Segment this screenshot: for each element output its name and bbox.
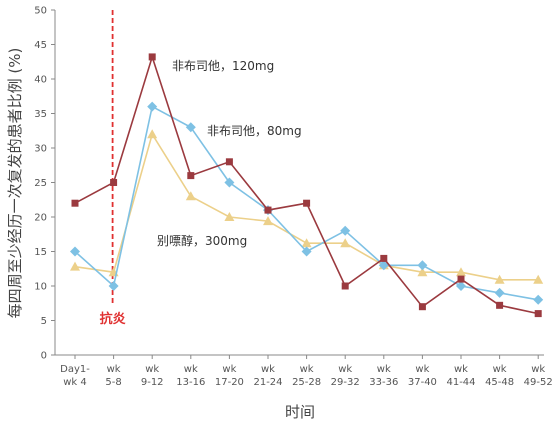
data-point [456, 267, 466, 277]
data-point [418, 303, 426, 311]
data-point [534, 310, 542, 318]
data-point [70, 246, 80, 257]
y-tick-label: 25 [34, 178, 47, 189]
data-point [110, 179, 118, 186]
series-2 [70, 129, 544, 284]
data-point [148, 53, 156, 61]
y-tick-label: 30 [34, 144, 47, 155]
data-point [341, 282, 349, 290]
y-tick-label: 0 [41, 351, 47, 362]
x-tick-label: wk 17-20 [215, 364, 244, 388]
data-point [108, 281, 119, 291]
y-tick-label: 20 [34, 213, 47, 224]
data-point [494, 274, 505, 284]
series-line [74, 132, 539, 281]
x-tick-label: Day1-wk 4 [60, 364, 90, 388]
y-tick-label: 5 [41, 316, 47, 327]
data-point [380, 254, 388, 262]
data-point [301, 246, 312, 257]
data-point [224, 177, 235, 188]
y-tick-label: 35 [34, 109, 47, 120]
data-point [533, 274, 544, 284]
data-point [456, 281, 466, 291]
x-tick-label: wk 33-36 [369, 364, 398, 388]
y-tick-label: 15 [34, 247, 47, 258]
data-point [187, 172, 195, 180]
y-axis-title: 每四周至少经历一次复发的患者比例 (%) [6, 48, 24, 319]
x-axis-title: 时间 [285, 403, 315, 421]
event-label: 抗炎 [100, 311, 126, 327]
series-label-0: 非布司他，120mg [172, 59, 274, 73]
x-tick-label: wk 29-32 [331, 364, 360, 388]
data-point [147, 129, 158, 139]
data-point [340, 225, 351, 236]
x-tick-label: wk 9-12 [141, 364, 164, 388]
axes: 0 5 10 15 20 25 30 35 40 45 50 Day1-wk 4 wk 5-8 wk 9-12… [34, 6, 552, 389]
data-point [417, 267, 428, 277]
data-point [301, 238, 312, 248]
data-point [70, 261, 80, 271]
series-labels: 非布司他，120mg 非布司他，80mg 别嘌醇，300mg [157, 59, 302, 248]
data-point [533, 294, 544, 305]
y-tick-label: 40 [34, 75, 47, 86]
data-point [417, 260, 428, 271]
data-point [494, 287, 505, 298]
x-tick-label: wk 5-8 [105, 364, 121, 388]
data-point [264, 206, 272, 214]
data-point [496, 301, 504, 309]
y-tick-label: 45 [34, 40, 47, 51]
y-tick-label: 50 [34, 6, 47, 17]
x-tick-label: wk 41-44 [446, 364, 475, 388]
x-tick-label: wk 49-52 [524, 364, 553, 388]
series-0 [71, 53, 542, 318]
data-point [185, 191, 196, 201]
x-tick-label: wk 37-40 [408, 364, 437, 388]
series-line [74, 54, 539, 315]
y-tick-label: 10 [34, 282, 47, 293]
data-point [224, 212, 235, 221]
x-tick-label: wk 21-24 [253, 364, 282, 388]
series-label-2: 别嘌醇，300mg [157, 233, 247, 248]
data-point [263, 216, 273, 226]
x-tick-label: wk 25-28 [292, 364, 321, 388]
data-point [185, 122, 196, 133]
data-point [71, 199, 79, 207]
data-point [303, 199, 311, 207]
series-layer [70, 53, 544, 318]
data-point [225, 158, 233, 166]
data-point [457, 275, 465, 283]
data-point [147, 101, 158, 112]
series-label-1: 非布司他，80mg [207, 124, 302, 138]
data-point [340, 238, 351, 248]
series-1 [70, 101, 544, 305]
x-tick-label: wk 45-48 [485, 364, 514, 388]
x-tick-label: wk 13-16 [176, 364, 205, 388]
event-marker: 抗炎 [100, 10, 126, 327]
